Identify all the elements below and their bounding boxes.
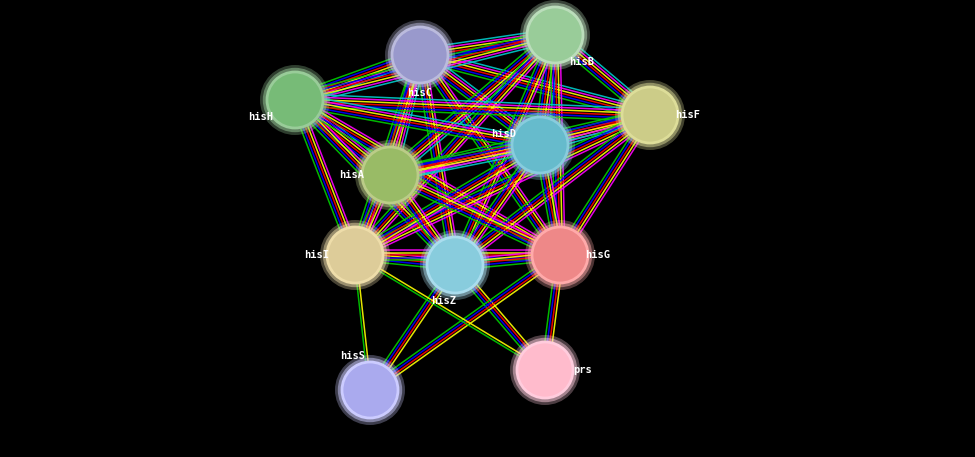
Circle shape: [335, 355, 405, 425]
Circle shape: [342, 362, 398, 418]
Text: hisB: hisB: [569, 57, 595, 67]
Circle shape: [355, 140, 425, 210]
Circle shape: [510, 335, 580, 405]
Circle shape: [512, 117, 568, 173]
Circle shape: [618, 83, 682, 147]
Circle shape: [263, 68, 328, 132]
Circle shape: [523, 3, 587, 67]
Circle shape: [327, 227, 383, 283]
Circle shape: [615, 80, 685, 150]
Circle shape: [362, 147, 418, 203]
Circle shape: [517, 342, 573, 398]
Text: hisI: hisI: [304, 250, 330, 260]
Circle shape: [427, 237, 483, 293]
Circle shape: [358, 143, 422, 207]
Circle shape: [513, 338, 577, 402]
Text: hisD: hisD: [491, 129, 516, 139]
Circle shape: [385, 20, 455, 90]
Circle shape: [622, 87, 678, 143]
Circle shape: [267, 72, 323, 128]
Circle shape: [392, 27, 448, 83]
Circle shape: [527, 7, 583, 63]
Text: prs: prs: [573, 365, 593, 375]
Circle shape: [508, 113, 572, 177]
Circle shape: [337, 358, 403, 422]
Circle shape: [420, 230, 490, 300]
Circle shape: [532, 227, 588, 283]
Text: hisZ: hisZ: [432, 297, 456, 306]
Circle shape: [525, 220, 595, 290]
Circle shape: [505, 110, 575, 180]
Text: hisF: hisF: [676, 110, 700, 120]
Circle shape: [260, 65, 330, 135]
Text: hisA: hisA: [339, 170, 365, 180]
Text: hisG: hisG: [586, 250, 610, 260]
Text: hisC: hisC: [408, 88, 433, 98]
Text: hisH: hisH: [249, 112, 274, 122]
Circle shape: [323, 223, 387, 287]
Circle shape: [527, 223, 592, 287]
Circle shape: [423, 233, 488, 297]
Text: hisS: hisS: [340, 351, 366, 361]
Circle shape: [320, 220, 390, 290]
Circle shape: [520, 0, 590, 70]
Circle shape: [388, 23, 452, 87]
